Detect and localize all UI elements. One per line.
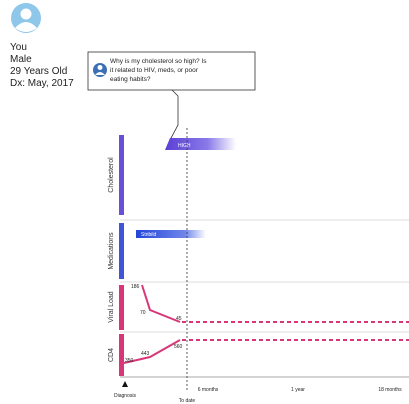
axis-label: 1 year xyxy=(291,387,305,393)
axis-label: 18 months xyxy=(378,387,402,393)
profile-diagnosis: Dx: May, 2017 xyxy=(10,78,74,89)
question-line: it related to HIV, meds, or poor xyxy=(110,67,199,74)
viral-load-label: 186 xyxy=(131,284,140,290)
question-bubble xyxy=(87,51,256,91)
row-label: Medications xyxy=(108,232,115,270)
bubble-pointer xyxy=(169,89,179,141)
cholesterol-bar xyxy=(165,138,236,150)
viral-load-line xyxy=(141,284,181,323)
row-bar xyxy=(119,135,124,215)
profile-name: You xyxy=(10,42,27,53)
cd4-label: 560 xyxy=(174,344,183,350)
axis-label: 6 months xyxy=(198,387,219,393)
row-bar xyxy=(119,334,124,376)
row-label: Viral Load xyxy=(108,291,115,323)
row-label: Cholesterol xyxy=(108,157,115,193)
viral-load-label: 70 xyxy=(140,310,146,316)
row-bar xyxy=(119,285,124,330)
row-separators xyxy=(120,219,409,333)
axis-label: To date xyxy=(179,398,196,404)
diagnosis-marker xyxy=(122,381,128,387)
viral-load-label: 45 xyxy=(176,316,182,322)
cd4-label: 443 xyxy=(141,351,150,357)
medication-label: Stribild xyxy=(141,232,157,238)
cd4-line xyxy=(123,339,181,364)
row-label: CD4 xyxy=(108,348,115,362)
avatar xyxy=(11,3,41,33)
question-line: eating habits? xyxy=(110,76,151,83)
medication-bar xyxy=(136,230,206,238)
row-bar xyxy=(119,223,124,279)
profile-gender: Male xyxy=(10,54,32,65)
axis-label: Diagnosis xyxy=(114,393,136,399)
profile-age: 29 Years Old xyxy=(10,66,67,77)
cholesterol-label: HIGH xyxy=(178,143,191,149)
cd4-label: 350 xyxy=(125,358,134,364)
question-line: Why is my cholesterol so high? Is xyxy=(110,58,207,65)
